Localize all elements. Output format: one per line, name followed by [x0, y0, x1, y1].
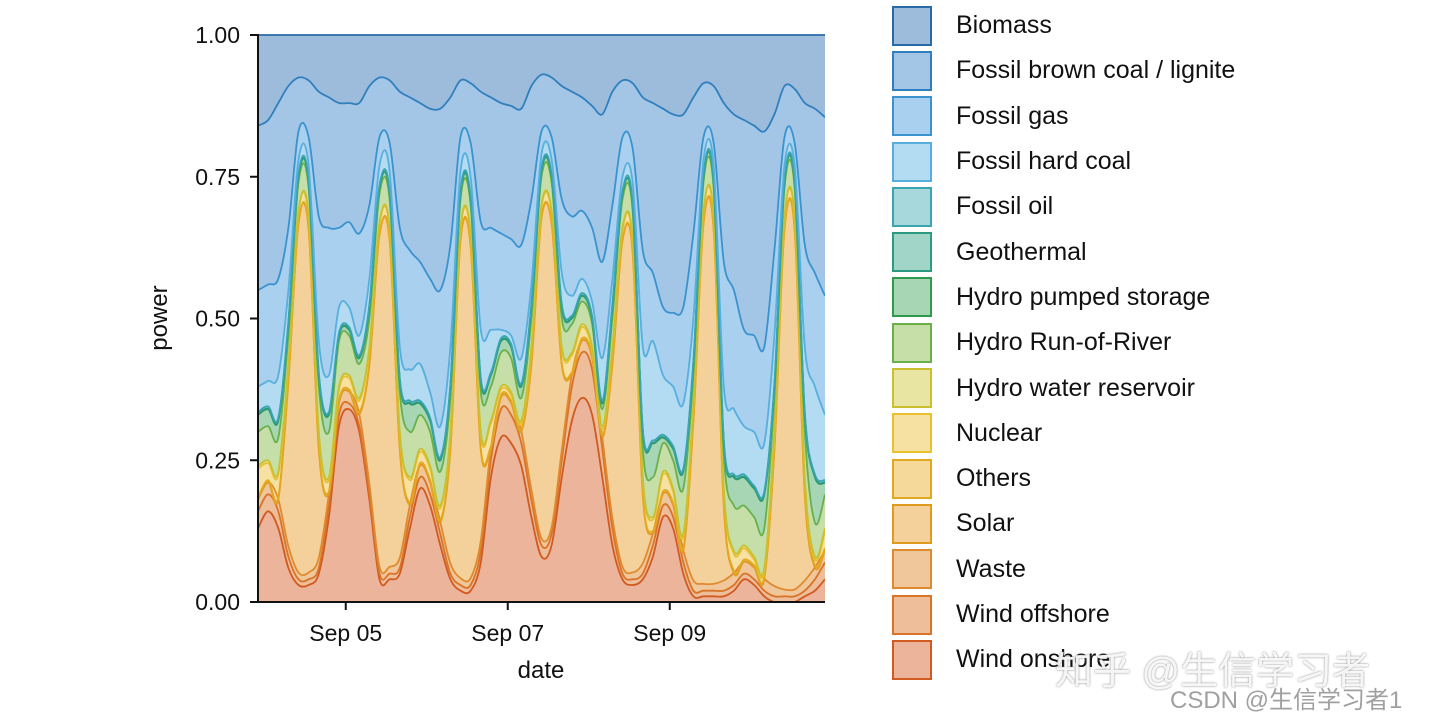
watermark-csdn: CSDN @生信学习者1	[1170, 687, 1403, 714]
edge-line-hydro-water-reservoir	[258, 183, 825, 577]
legend-label: Fossil brown coal / lignite	[956, 56, 1236, 85]
legend-item: Waste	[892, 547, 1235, 592]
edge-line-others	[258, 194, 825, 585]
legend-swatch	[892, 277, 932, 318]
y-tick-label: 0.50	[195, 306, 240, 332]
watermark-zhihu: 知乎 @生信学习者	[1055, 651, 1371, 693]
legend-item: Wind onshore	[892, 637, 1235, 682]
edge-line-wind-onshore	[258, 396, 825, 603]
y-tick-label: 0.25	[195, 447, 240, 473]
x-axis-label: date	[518, 657, 565, 684]
area-solar	[258, 196, 825, 591]
legend-swatch	[892, 503, 932, 544]
legend-item: Wind offshore	[892, 592, 1235, 637]
legend-label: Others	[956, 464, 1032, 493]
area-wind-onshore	[258, 397, 825, 603]
legend-item: Fossil oil	[892, 184, 1235, 229]
legend-label: Nuclear	[956, 418, 1043, 447]
legend-swatch	[892, 368, 932, 409]
area-biomass	[258, 35, 825, 132]
legend-label: Fossil gas	[956, 101, 1069, 130]
legend-label: Fossil oil	[956, 192, 1054, 221]
legend-item: Solar	[892, 501, 1235, 546]
legend-label: Wind offshore	[956, 600, 1110, 628]
legend-label: Geothermal	[956, 237, 1087, 266]
legend-swatch	[892, 5, 932, 46]
legend-swatch	[892, 413, 932, 454]
legend-swatch	[892, 186, 932, 227]
legend: Biomass Fossil brown coal / lignite Fossil…	[892, 3, 1235, 682]
legend-item: Fossil gas	[892, 94, 1235, 139]
legend-swatch	[892, 458, 932, 499]
legend-item: Nuclear	[892, 411, 1235, 456]
legend-swatch	[892, 141, 932, 182]
area-waste	[258, 339, 825, 597]
legend-label: Fossil hard coal	[956, 147, 1132, 176]
area-fossil-hard-coal	[258, 138, 825, 499]
legend-swatch	[892, 549, 932, 590]
y-ticks: 0.00 0.25 0.50 0.75 1.00	[195, 22, 258, 615]
legend-label: Wind onshore	[956, 645, 1111, 674]
legend-swatch	[892, 232, 932, 273]
area-fossil-gas	[258, 122, 825, 449]
edge-line-fossil-hard-coal	[258, 138, 825, 450]
legend-item: Hydro pumped storage	[892, 275, 1235, 320]
y-tick-label: 1.00	[195, 22, 240, 48]
legend-label: Solar	[956, 509, 1015, 538]
area-fossil-brown-coal-lignite	[258, 74, 825, 352]
edge-line-fossil-brown-coal-lignite	[258, 73, 825, 133]
legend-item: Fossil hard coal	[892, 139, 1235, 184]
legend-item: Hydro water reservoir	[892, 365, 1235, 410]
legend-item: Fossil brown coal / lignite	[892, 48, 1235, 93]
y-tick-label: 0.75	[195, 164, 240, 190]
legend-label: Hydro Run-of-River	[956, 328, 1172, 357]
x-tick-label: Sep 05	[309, 620, 382, 646]
y-axis-label: power	[146, 285, 173, 350]
area-edge-lines	[258, 34, 825, 603]
legend-label: Waste	[956, 554, 1026, 583]
legend-item: Hydro Run-of-River	[892, 320, 1235, 365]
legend-item: Geothermal	[892, 229, 1235, 274]
legend-swatch	[892, 96, 932, 137]
x-ticks: Sep 05 Sep 07 Sep 09	[309, 602, 706, 646]
edge-line-fossil-gas	[258, 121, 825, 353]
x-tick-label: Sep 09	[633, 620, 706, 646]
legend-label: Hydro water reservoir	[956, 373, 1195, 402]
legend-label: Hydro pumped storage	[956, 282, 1211, 311]
legend-item: Others	[892, 456, 1235, 501]
edge-line-wind-offshore	[258, 350, 825, 598]
legend-swatch	[892, 594, 932, 635]
y-tick-label: 0.00	[195, 589, 240, 615]
legend-label: Biomass	[956, 11, 1052, 40]
legend-swatch	[892, 50, 932, 91]
legend-swatch	[892, 639, 932, 680]
legend-item: Biomass	[892, 3, 1235, 48]
legend-swatch	[892, 322, 932, 363]
edge-line-fossil-oil	[258, 147, 825, 499]
x-tick-label: Sep 07	[471, 620, 544, 646]
